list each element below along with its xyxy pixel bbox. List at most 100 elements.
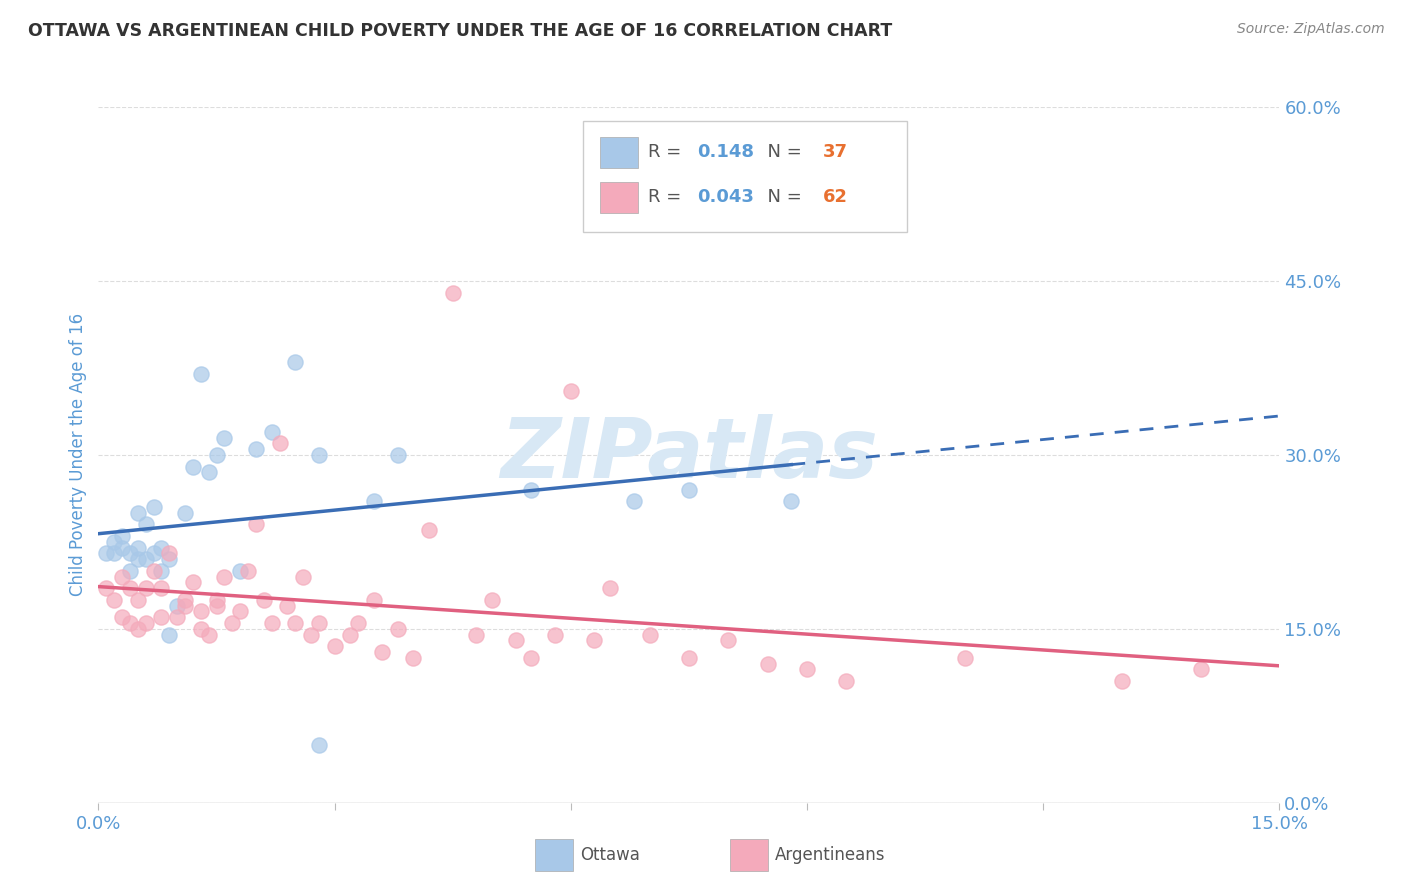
Point bbox=[118, 564, 141, 578]
Point bbox=[387, 622, 409, 636]
Point bbox=[678, 483, 700, 497]
Point bbox=[111, 610, 134, 624]
Text: 0.043: 0.043 bbox=[697, 188, 754, 206]
Point bbox=[96, 546, 118, 561]
Point bbox=[197, 628, 219, 642]
Y-axis label: Child Poverty Under the Age of 16: Child Poverty Under the Age of 16 bbox=[69, 313, 87, 597]
Point bbox=[638, 628, 661, 642]
Point bbox=[953, 651, 976, 665]
Point bbox=[308, 615, 330, 630]
Point bbox=[308, 738, 330, 752]
Point bbox=[181, 459, 204, 474]
Point bbox=[142, 546, 165, 561]
Point bbox=[111, 569, 134, 583]
Point bbox=[465, 628, 488, 642]
Text: OTTAWA VS ARGENTINEAN CHILD POVERTY UNDER THE AGE OF 16 CORRELATION CHART: OTTAWA VS ARGENTINEAN CHILD POVERTY UNDE… bbox=[28, 22, 893, 40]
Point bbox=[835, 674, 858, 689]
Point bbox=[418, 523, 440, 537]
Text: 62: 62 bbox=[823, 188, 848, 206]
Point bbox=[260, 615, 283, 630]
Point bbox=[284, 355, 307, 369]
Point bbox=[441, 285, 464, 300]
Point bbox=[103, 534, 125, 549]
Point bbox=[678, 651, 700, 665]
Text: 0.148: 0.148 bbox=[697, 144, 754, 161]
Point bbox=[150, 610, 173, 624]
Point bbox=[402, 651, 425, 665]
Text: 37: 37 bbox=[823, 144, 848, 161]
Point bbox=[150, 541, 173, 555]
Point bbox=[205, 592, 228, 607]
Point bbox=[150, 564, 173, 578]
Point bbox=[166, 599, 188, 613]
Point bbox=[292, 569, 315, 583]
Point bbox=[135, 517, 157, 532]
Point bbox=[505, 633, 527, 648]
Point bbox=[363, 592, 385, 607]
Point bbox=[623, 494, 645, 508]
FancyBboxPatch shape bbox=[600, 182, 638, 213]
Text: Ottawa: Ottawa bbox=[581, 846, 640, 864]
Text: R =: R = bbox=[648, 144, 686, 161]
Point bbox=[111, 529, 134, 543]
Point bbox=[142, 564, 165, 578]
Point bbox=[599, 582, 621, 596]
Point bbox=[221, 615, 243, 630]
Point bbox=[253, 592, 276, 607]
Point bbox=[205, 448, 228, 462]
Point bbox=[245, 442, 267, 456]
Point bbox=[363, 494, 385, 508]
FancyBboxPatch shape bbox=[730, 839, 768, 871]
FancyBboxPatch shape bbox=[600, 136, 638, 168]
Point bbox=[796, 662, 818, 676]
Point bbox=[111, 541, 134, 555]
Point bbox=[135, 582, 157, 596]
Point bbox=[299, 628, 322, 642]
Point bbox=[157, 628, 180, 642]
Point bbox=[181, 575, 204, 590]
Text: N =: N = bbox=[756, 188, 808, 206]
Text: ZIPatlas: ZIPatlas bbox=[501, 415, 877, 495]
Point bbox=[323, 639, 346, 653]
Text: Source: ZipAtlas.com: Source: ZipAtlas.com bbox=[1237, 22, 1385, 37]
Point bbox=[135, 615, 157, 630]
Point bbox=[190, 367, 212, 381]
Point bbox=[1189, 662, 1212, 676]
Point bbox=[205, 599, 228, 613]
Point bbox=[387, 448, 409, 462]
Point bbox=[214, 430, 236, 444]
Point bbox=[214, 569, 236, 583]
Point bbox=[190, 605, 212, 619]
Point bbox=[520, 651, 543, 665]
Point bbox=[1111, 674, 1133, 689]
Point bbox=[560, 384, 582, 398]
Point bbox=[583, 633, 606, 648]
Point bbox=[96, 582, 118, 596]
Point bbox=[371, 645, 394, 659]
Point bbox=[166, 610, 188, 624]
Point bbox=[308, 448, 330, 462]
FancyBboxPatch shape bbox=[582, 121, 907, 232]
Point bbox=[229, 564, 252, 578]
Point bbox=[174, 506, 197, 520]
Point bbox=[190, 622, 212, 636]
Point bbox=[260, 425, 283, 439]
Point bbox=[118, 615, 141, 630]
Point bbox=[135, 552, 157, 566]
Point bbox=[269, 436, 291, 450]
Point bbox=[544, 628, 567, 642]
Text: Argentineans: Argentineans bbox=[775, 846, 886, 864]
Point bbox=[127, 541, 149, 555]
Point bbox=[174, 592, 197, 607]
Point bbox=[347, 615, 370, 630]
Point bbox=[142, 500, 165, 514]
Point bbox=[150, 582, 173, 596]
Point bbox=[127, 552, 149, 566]
Point bbox=[245, 517, 267, 532]
Point bbox=[481, 592, 503, 607]
Point bbox=[756, 657, 779, 671]
Point bbox=[103, 546, 125, 561]
Point bbox=[157, 552, 180, 566]
Point bbox=[127, 506, 149, 520]
Point bbox=[174, 599, 197, 613]
